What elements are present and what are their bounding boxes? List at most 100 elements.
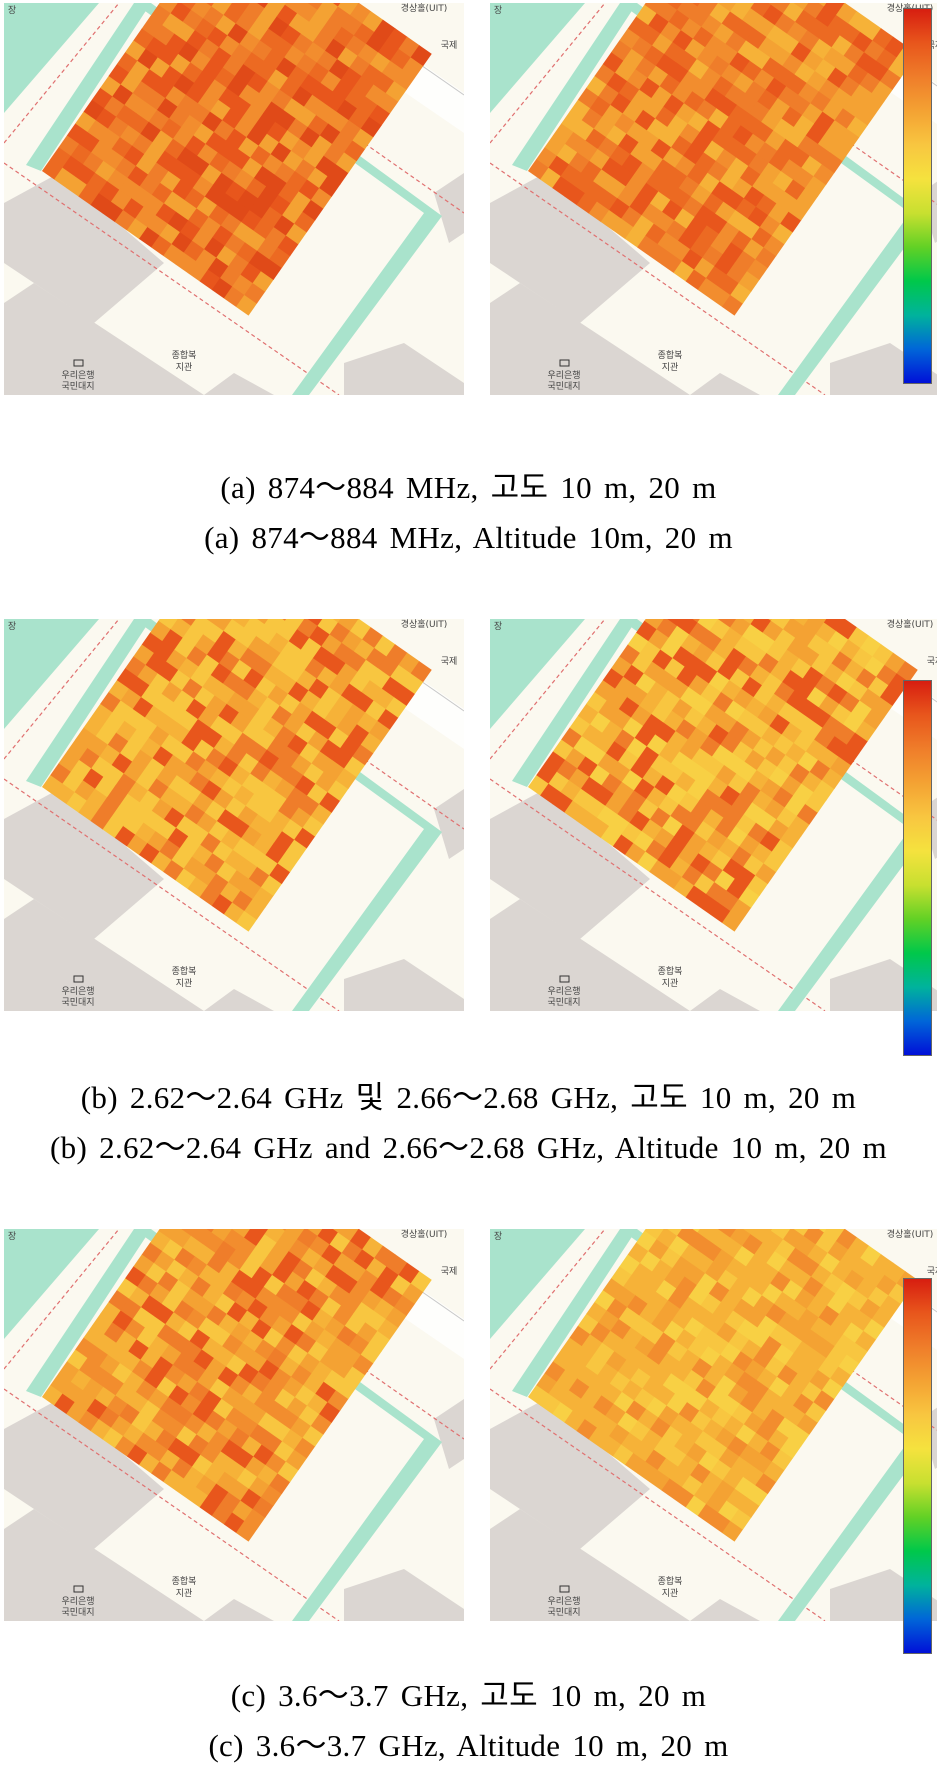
building-block [4,899,204,1011]
building-block [434,789,464,859]
boundary-line [4,1229,120,1370]
caption-c-korean: (c) 3.6～3.7 GHz, 고도 10 m, 20 m [230,1678,707,1713]
building-block [490,789,650,939]
colorbar-c [903,1278,932,1654]
map-label-corner: 장 [8,1231,16,1242]
map-label-edge: 국제 [441,656,458,667]
map-label-edge: 국제 [441,40,458,51]
map-label-building-top: 종합복 [172,1576,197,1587]
map-label-bank-bottom: 국민대지 [61,381,94,392]
map-label-building-top: 종합복 [658,1576,683,1587]
building-block [434,1399,464,1469]
bank-icon [559,975,570,983]
boundary-line [4,1388,340,1621]
boundary-line [4,778,340,1011]
building-block [434,173,464,243]
map-label-top-right: 경상홀(UIT) [401,1229,448,1240]
caption-b-english: (b) 2.62～2.64 GHz and 2.66～2.68 GHz, Alt… [50,1130,887,1165]
heatmap-field [42,619,432,932]
map-label-bank-top: 우리은행 [547,985,580,997]
building-block [4,173,164,323]
map-label-building-bottom: 지관 [662,978,679,989]
colorbar-b [903,680,932,1056]
caption-c-english: (c) 3.6～3.7 GHz, Altitude 10 m, 20 m [208,1728,729,1763]
map-label-edge: 국제 [927,1266,937,1277]
heat-cell [896,661,918,683]
map-label-bank-bottom: 국민대지 [547,997,580,1008]
field-border [620,619,928,1011]
building-block [204,989,274,1011]
map-label-top-right: 경상홀(UIT) [401,619,448,630]
building-block [490,1399,650,1549]
map-label-bank-top: 우리은행 [61,985,94,997]
bank-icon [73,975,84,983]
map-label-building-bottom: 지관 [176,362,193,373]
boundary-line [4,3,120,144]
heat-cell [410,1271,432,1293]
park-area [490,619,585,729]
field-border [134,619,442,1011]
map-label-building-bottom: 지관 [176,1588,193,1599]
map-label-building-top: 종합복 [172,350,197,361]
boundary-line [490,619,606,760]
heatmap-field [42,1229,432,1542]
caption-b-korean: (b) 2.62～2.64 GHz 및 2.66～2.68 GHz, 고도 10… [80,1080,857,1115]
building-block [490,899,690,1011]
map-label-corner: 장 [494,5,502,16]
boundary-line [490,3,606,144]
heatmap-field [528,619,918,932]
park-area [4,3,99,113]
field-border [512,619,637,787]
building-block [204,1599,274,1621]
field-border [26,619,151,787]
map-label-building-bottom: 지관 [662,1588,679,1599]
map-panel-c-10m: 종합복 지관 우리은행 국민대지 장 경상홀(UIT) 국제 [4,1229,464,1621]
map-label-building-bottom: 지관 [662,362,679,373]
map-label-bank-top: 우리은행 [547,1595,580,1607]
building-block [344,1569,464,1621]
map-label-corner: 장 [8,621,16,632]
field-border [620,3,928,395]
bank-icon [559,359,570,367]
building-block [344,959,464,1011]
field-border [26,1229,151,1397]
park-area [4,619,99,729]
field-border [512,3,637,171]
map-label-building-top: 종합복 [658,350,683,361]
map-label-bank-bottom: 국민대지 [547,381,580,392]
map-label-building-bottom: 지관 [176,978,193,989]
heat-cell [410,45,432,67]
bank-icon [73,1585,84,1593]
boundary-line [490,778,826,1011]
building-block [344,343,464,395]
boundary-line [490,162,826,395]
map-label-bank-top: 우리은행 [61,369,94,381]
map-panel-b-10m: 종합복 지관 우리은행 국민대지 장 경상홀(UIT) 국제 [4,619,464,1011]
caption-a-english: (a) 874～884 MHz, Altitude 10m, 20 m [204,520,733,555]
park-area [490,3,585,113]
boundary-line [490,1388,826,1621]
heat-cell [410,661,432,683]
bank-icon [73,359,84,367]
park-area [490,1229,585,1339]
map-label-corner: 장 [8,5,16,16]
boundary-line [490,1229,606,1370]
bank-icon [559,1585,570,1593]
map-label-edge: 국제 [927,656,937,667]
building-block [690,989,760,1011]
building-block [490,1509,690,1621]
map-label-corner: 장 [494,621,502,632]
map-label-bank-top: 우리은행 [61,1595,94,1607]
building-block [490,173,650,323]
field-border [620,1229,928,1621]
field-border [26,3,151,171]
boundary-line [4,619,120,760]
map-label-top-right: 경상홀(UIT) [401,3,448,14]
map-label-bank-top: 우리은행 [547,369,580,381]
building-block [4,1399,164,1549]
boundary-line [4,162,340,395]
building-block [204,373,274,395]
